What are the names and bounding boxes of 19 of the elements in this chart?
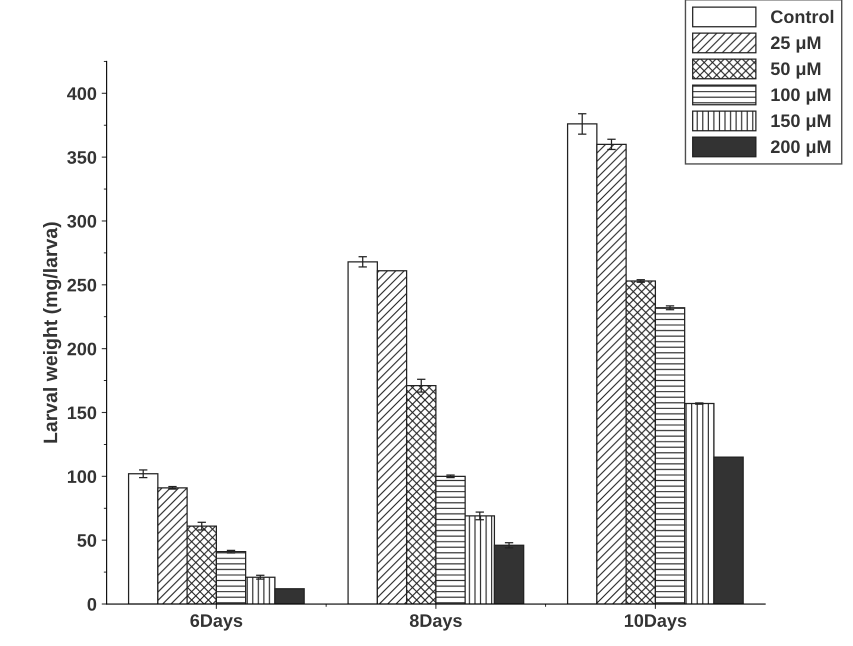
y-tick-label: 300 xyxy=(67,214,96,228)
y-tick-label: 50 xyxy=(77,534,96,547)
legend-label: 50 μM xyxy=(770,62,820,79)
y-tick-label: 250 xyxy=(67,278,96,292)
legend-label: 200 μM xyxy=(770,140,830,157)
y-tick-label: 0 xyxy=(88,598,96,611)
y-tick-label: 400 xyxy=(67,87,96,100)
legend-label: 100 μM xyxy=(771,88,830,105)
y-tick-label: 150 xyxy=(68,406,96,420)
legend-label: 150 μM xyxy=(771,114,830,131)
y-axis-title: Larval weight (mg/larva) xyxy=(43,222,62,443)
legend-label: Control xyxy=(771,10,834,24)
y-tick-label: 200 xyxy=(67,342,96,356)
y-tick-label: 350 xyxy=(67,151,96,164)
x-tick-label: 6Days xyxy=(190,614,242,631)
y-tick-label: 100 xyxy=(68,470,96,484)
legend-label: 25 μM xyxy=(770,36,820,53)
x-tick-label: 8Days xyxy=(410,614,462,631)
x-tick-label: 10Days xyxy=(624,614,686,631)
